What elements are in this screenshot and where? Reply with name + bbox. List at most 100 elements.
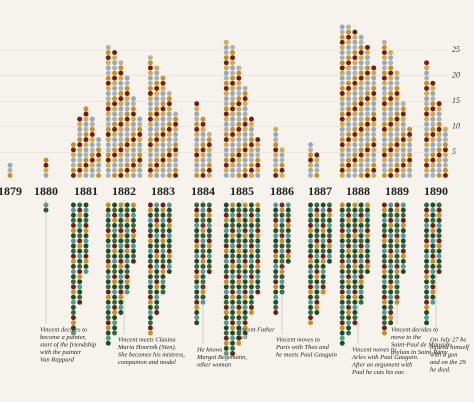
dot — [83, 137, 89, 143]
dot — [83, 243, 89, 249]
annotation-text: Maria Hoornik (Sien). — [117, 344, 177, 351]
dot — [346, 248, 352, 254]
dot — [147, 304, 153, 310]
dot — [358, 157, 364, 163]
dot — [105, 294, 111, 300]
dot — [346, 269, 352, 275]
dot — [194, 101, 200, 107]
dot — [230, 269, 236, 275]
dot — [364, 65, 370, 71]
dot — [346, 106, 352, 112]
dot — [236, 167, 242, 173]
dot — [424, 279, 430, 285]
dot — [358, 202, 364, 208]
dot — [43, 172, 49, 178]
dot — [430, 217, 436, 223]
dot — [424, 116, 430, 122]
dot — [236, 248, 242, 254]
dot — [400, 207, 406, 213]
dot — [206, 228, 212, 234]
dot — [242, 279, 248, 285]
letter-column — [70, 142, 76, 178]
dot — [236, 111, 242, 117]
dot — [105, 263, 111, 269]
dot — [130, 111, 136, 117]
dot — [194, 137, 200, 143]
dot — [352, 29, 358, 35]
dot — [400, 238, 406, 244]
dot — [147, 269, 153, 275]
dot — [89, 162, 95, 168]
dot — [236, 202, 242, 208]
dot — [364, 121, 370, 127]
dot — [339, 212, 345, 218]
dot — [130, 96, 136, 102]
dot — [255, 253, 261, 259]
dot — [371, 152, 377, 158]
dot — [394, 172, 400, 178]
dot — [105, 315, 111, 321]
dot — [77, 299, 83, 305]
dot — [118, 253, 124, 259]
dot — [230, 294, 236, 300]
dot — [154, 243, 160, 249]
dot — [166, 269, 172, 275]
dot — [314, 310, 320, 315]
dot — [320, 228, 326, 234]
dot — [308, 217, 314, 223]
dot — [352, 44, 358, 50]
dot — [96, 162, 102, 168]
dot — [242, 132, 248, 137]
dot — [230, 207, 236, 213]
y-tick-label: 10 — [452, 122, 460, 131]
dot — [255, 243, 261, 249]
dot — [236, 137, 242, 143]
dot — [160, 121, 166, 127]
dot — [147, 228, 153, 234]
dot — [112, 65, 118, 71]
dot — [407, 157, 413, 163]
dot — [230, 212, 236, 218]
annotation-text: Vincent moves to — [276, 336, 321, 343]
dot — [308, 142, 314, 148]
dot — [147, 101, 153, 107]
dot — [400, 137, 406, 143]
dot — [308, 294, 314, 300]
dot — [314, 274, 320, 280]
dot — [124, 85, 130, 91]
dot — [105, 70, 111, 76]
dot — [430, 263, 436, 269]
dot — [223, 70, 229, 76]
dot — [339, 263, 345, 269]
dot — [320, 274, 326, 280]
dot — [236, 121, 242, 127]
dot — [130, 116, 136, 122]
work-column — [430, 202, 436, 305]
dot — [364, 167, 370, 173]
dot — [314, 167, 320, 173]
dot — [424, 157, 430, 163]
dot — [105, 147, 111, 153]
dot — [352, 212, 358, 218]
dot — [160, 202, 166, 208]
year-label: 1890 — [424, 184, 448, 198]
dot — [255, 238, 261, 244]
dot — [200, 121, 206, 127]
dot — [346, 85, 352, 91]
work-column — [358, 202, 364, 305]
dot — [166, 142, 172, 148]
dot — [314, 289, 320, 295]
dot — [248, 147, 254, 153]
dot — [112, 217, 118, 223]
dot — [339, 253, 345, 259]
dot — [424, 223, 430, 228]
dot — [105, 274, 111, 280]
dot — [147, 147, 153, 153]
dot — [147, 289, 153, 295]
dot — [388, 228, 394, 234]
dot — [308, 248, 314, 254]
dot — [230, 50, 236, 56]
dot — [112, 238, 118, 244]
work-column — [394, 202, 400, 305]
dot — [160, 137, 166, 143]
